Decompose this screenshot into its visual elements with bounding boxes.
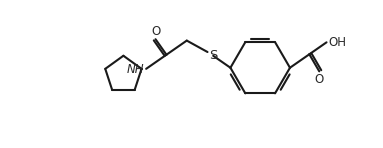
Text: O: O — [151, 25, 160, 38]
Text: O: O — [314, 73, 324, 86]
Text: NH: NH — [127, 63, 144, 76]
Text: OH: OH — [328, 36, 346, 49]
Text: S: S — [209, 49, 218, 62]
